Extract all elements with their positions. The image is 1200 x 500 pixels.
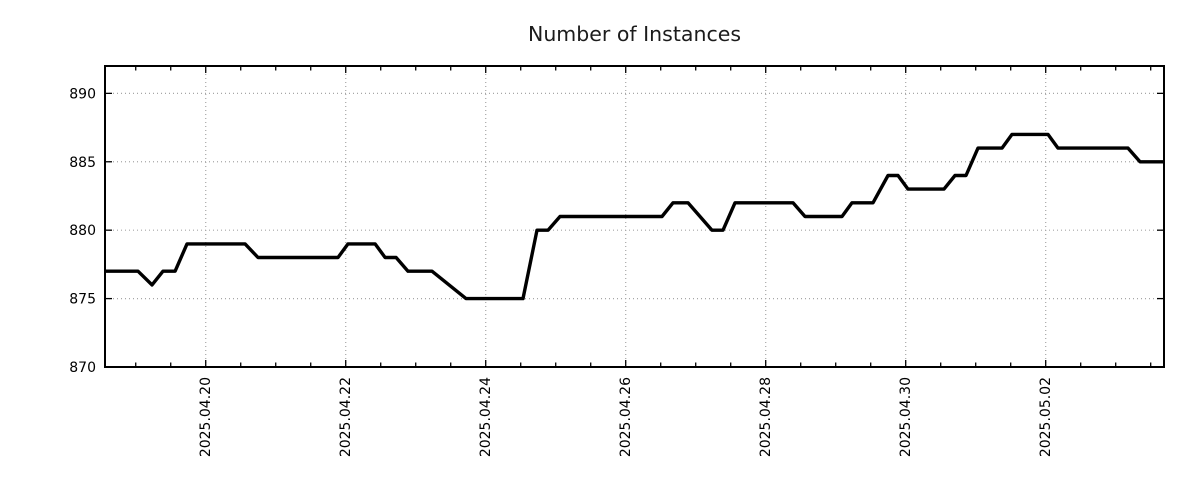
chart-title: Number of Instances [528,22,741,46]
x-tick-label: 2025.04.22 [338,377,354,457]
y-tick-label: 870 [69,360,96,376]
y-tick-label: 875 [69,292,96,308]
x-tick-label: 2025.04.30 [898,377,914,457]
plot-border [104,65,1165,368]
series-layer [105,132,1164,301]
y-tick-label: 880 [69,223,96,239]
x-tick-label: 2025.04.20 [198,377,214,457]
x-tick-label: 2025.04.28 [758,377,774,457]
grid-layer [105,66,1164,367]
y-tick-label: 890 [69,86,96,102]
series-line [105,132,1164,301]
x-tick-label: 2025.05.02 [1038,377,1054,457]
x-tick-label: 2025.04.24 [478,377,494,457]
x-tick-label: 2025.04.26 [618,377,634,457]
y-tick-label: 885 [69,155,96,171]
axis-layer: 870 875 880 885 890 2025.04.20 2025.04.22 2025.… [69,65,1165,457]
